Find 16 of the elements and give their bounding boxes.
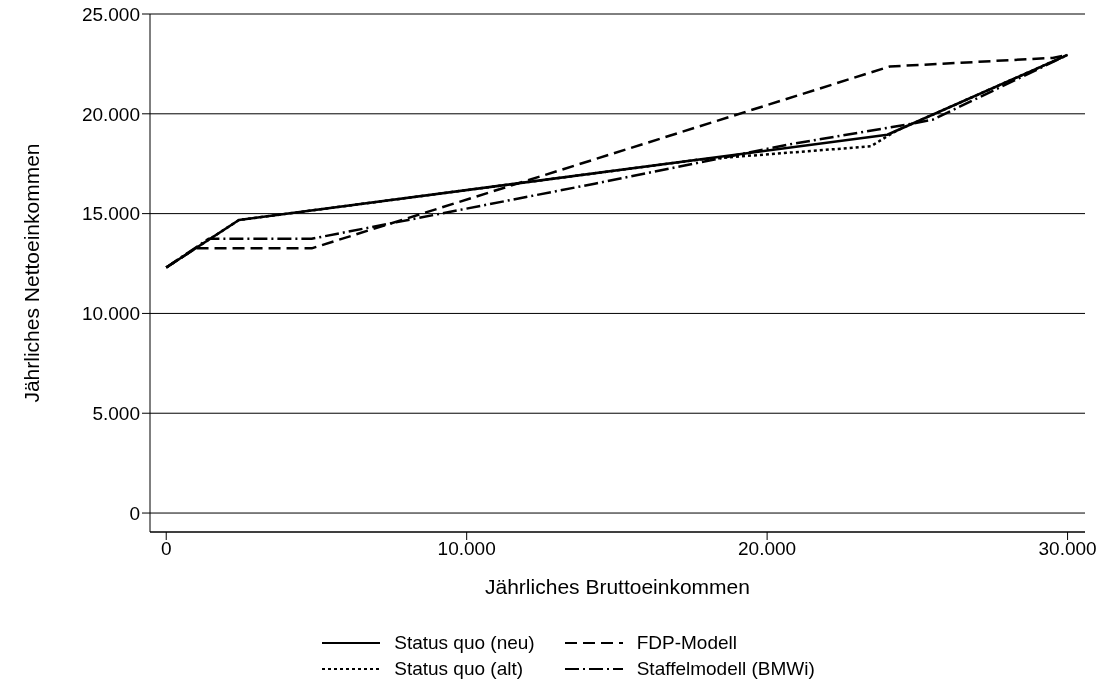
y-tick-label: 0 <box>129 502 140 524</box>
x-tick-label: 0 <box>160 538 172 560</box>
legend-label: FDP-Modell <box>636 632 737 654</box>
x-axis-title: Jährliches Bruttoeinkommen <box>485 575 750 598</box>
y-tick-label: 15.000 <box>81 203 140 225</box>
y-tick-label: 10.000 <box>81 303 140 325</box>
y-axis-title: Jährliches Nettoeinkommen <box>20 143 44 403</box>
legend-label: Status quo (neu) <box>394 632 535 654</box>
x-tick-label: 20.000 <box>738 538 797 560</box>
y-tick-label: 20.000 <box>81 103 140 125</box>
legend-label: Staffelmodell (BMWi) <box>636 658 815 680</box>
y-tick-label: 5.000 <box>92 402 140 424</box>
x-tick-label: 30.000 <box>1038 538 1097 560</box>
x-tick-label: 10.000 <box>437 538 496 560</box>
legend-label: Status quo (alt) <box>394 658 524 680</box>
y-tick-label: 25.000 <box>81 3 140 25</box>
